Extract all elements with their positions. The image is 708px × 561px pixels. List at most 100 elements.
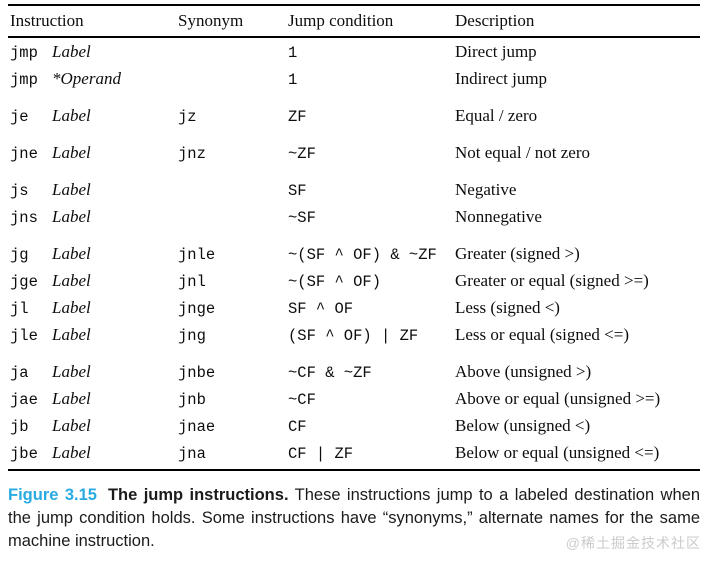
instruction-cell: jle Label <box>10 321 178 350</box>
description: Greater (signed >) <box>455 244 580 263</box>
operand: Label <box>52 180 91 199</box>
jump-condition: SF ^ OF <box>288 300 354 318</box>
mnemonic: ja <box>10 364 29 382</box>
description: Indirect jump <box>455 69 548 88</box>
synonym: jnae <box>178 418 216 436</box>
synonym: jnl <box>178 273 206 291</box>
table-row-jle: jle Label jng (SF ^ OF) | ZF Less or equa… <box>8 321 700 348</box>
description: Below (unsigned <) <box>455 416 591 435</box>
description: Not equal / not zero <box>455 143 591 162</box>
operand: Label <box>52 207 91 226</box>
synonym: jz <box>178 108 197 126</box>
jump-condition: SF <box>288 182 307 200</box>
mnemonic: js <box>10 182 29 200</box>
table-row-jae: jae Label jnb ~CF Above or equal (unsigne… <box>8 385 700 412</box>
caption-text: These instructions jump to a labeled des… <box>8 486 700 550</box>
jump-condition: 1 <box>288 44 298 62</box>
instruction-cell: je Label <box>10 102 178 131</box>
synonym: jnz <box>178 145 206 163</box>
operand: Label <box>52 362 91 381</box>
header-instruction: Instruction <box>10 11 84 30</box>
operand: Label <box>52 106 91 125</box>
synonym: jnb <box>178 391 206 409</box>
operand: Label <box>52 42 91 61</box>
instruction-cell: ja Label <box>10 358 178 387</box>
table-row-js: js Label SF Negative <box>8 176 700 203</box>
description: Direct jump <box>455 42 537 61</box>
mnemonic: je <box>10 108 29 126</box>
figure-label: Figure 3.15 <box>8 486 97 504</box>
operand: Label <box>52 389 91 408</box>
instruction-cell: jmp *Operand <box>10 65 178 94</box>
instruction-cell: jb Label <box>10 412 178 441</box>
jump-condition: ~(SF ^ OF) & ~ZF <box>288 246 437 264</box>
table-row-jmp-direct: jmp Label 1 Direct jump <box>8 38 700 65</box>
figure-caption: Figure 3.15 The jump instructions. These … <box>8 484 700 553</box>
mnemonic: jb <box>10 418 29 436</box>
jump-condition: 1 <box>288 71 298 89</box>
jump-condition: ~(SF ^ OF) <box>288 273 382 291</box>
operand: *Operand <box>52 69 121 88</box>
table-row-jb: jb Label jnae CF Below (unsigned <) <box>8 412 700 439</box>
description: Greater or equal (signed >=) <box>455 271 649 290</box>
table-row-je: je Label jz ZF Equal / zero <box>8 102 700 129</box>
header-description: Description <box>455 11 535 30</box>
table-row-jns: jns Label ~SF Nonnegative <box>8 203 700 230</box>
operand: Label <box>52 416 91 435</box>
table-row-jbe: jbe Label jna CF | ZF Below or equal (uns… <box>8 439 700 466</box>
instruction-cell: jbe Label <box>10 439 178 468</box>
jump-condition: ~SF <box>288 209 316 227</box>
jump-condition: ZF <box>288 108 307 126</box>
figure-title: The jump instructions. <box>107 486 289 504</box>
synonym: jnle <box>178 246 216 264</box>
description: Equal / zero <box>455 106 538 125</box>
jump-condition: CF | ZF <box>288 445 354 463</box>
mnemonic: jne <box>10 145 38 163</box>
header-jump-condition: Jump condition <box>288 11 394 30</box>
instruction-cell: jl Label <box>10 294 178 323</box>
description: Above (unsigned >) <box>455 362 592 381</box>
mnemonic: jns <box>10 209 38 227</box>
jump-instructions-table: Instruction Synonym Jump condition Descr… <box>8 4 700 471</box>
instruction-cell: jns Label <box>10 203 178 232</box>
jump-condition: ~CF & ~ZF <box>288 364 372 382</box>
instruction-cell: jg Label <box>10 240 178 269</box>
synonym: jnge <box>178 300 216 318</box>
mnemonic: jg <box>10 246 29 264</box>
instruction-cell: jmp Label <box>10 38 178 67</box>
table-row-jne: jne Label jnz ~ZF Not equal / not zero <box>8 139 700 166</box>
mnemonic: jl <box>10 300 29 318</box>
table-row-jg: jg Label jnle ~(SF ^ OF) & ~ZF Greater (s… <box>8 240 700 267</box>
mnemonic: jle <box>10 327 38 345</box>
mnemonic: jmp <box>10 71 38 89</box>
description: Less (signed <) <box>455 298 560 317</box>
synonym: jnbe <box>178 364 216 382</box>
instruction-cell: jae Label <box>10 385 178 414</box>
operand: Label <box>52 443 91 462</box>
instruction-cell: js Label <box>10 176 178 205</box>
watermark: @稀土掘金技术社区 <box>565 535 701 551</box>
description: Negative <box>455 180 517 199</box>
mnemonic: jge <box>10 273 38 291</box>
header-synonym: Synonym <box>178 11 244 30</box>
description: Below or equal (unsigned <=) <box>455 443 660 462</box>
table-row-jl: jl Label jnge SF ^ OF Less (signed <) <box>8 294 700 321</box>
instruction-cell: jge Label <box>10 267 178 296</box>
jump-condition: (SF ^ OF) | ZF <box>288 327 419 345</box>
table-header-row: Instruction Synonym Jump condition Descr… <box>8 6 700 38</box>
operand: Label <box>52 271 91 290</box>
synonym: jng <box>178 327 206 345</box>
mnemonic: jmp <box>10 44 38 62</box>
operand: Label <box>52 298 91 317</box>
operand: Label <box>52 325 91 344</box>
synonym: jna <box>178 445 206 463</box>
description: Nonnegative <box>455 207 542 226</box>
mnemonic: jbe <box>10 445 38 463</box>
table-row-ja: ja Label jnbe ~CF & ~ZF Above (unsigned >… <box>8 358 700 385</box>
jump-condition: ~ZF <box>288 145 316 163</box>
description: Above or equal (unsigned >=) <box>455 389 661 408</box>
description: Less or equal (signed <=) <box>455 325 630 344</box>
table-row-jmp-indirect: jmp *Operand 1 Indirect jump <box>8 65 700 92</box>
jump-condition: CF <box>288 418 307 436</box>
